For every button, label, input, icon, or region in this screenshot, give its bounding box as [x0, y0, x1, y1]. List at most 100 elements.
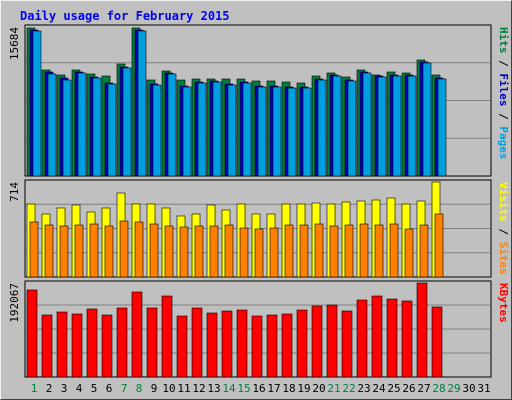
bar-sites-day-1 [29, 221, 39, 278]
bar-sites-day-10 [164, 225, 174, 278]
bar-kbytes-day-27 [416, 282, 428, 378]
bar-kbytes-day-3 [56, 311, 68, 378]
bar-pages-day-7 [122, 67, 132, 177]
panel-legend-label: Hits / Files / Pages [497, 27, 510, 160]
bar-sites-day-24 [374, 224, 384, 278]
bar-kbytes-day-18 [281, 313, 293, 378]
bar-kbytes-day-17 [266, 314, 278, 378]
bar-sites-day-13 [209, 225, 219, 278]
x-tick-day-18: 18 [282, 382, 295, 395]
legend-separator: / [497, 107, 510, 127]
bar-pages-day-5 [92, 77, 102, 177]
bar-pages-day-2 [47, 73, 57, 177]
bar-sites-day-20 [314, 223, 324, 278]
legend-pages: Pages [497, 126, 510, 159]
bar-sites-day-11 [179, 226, 189, 278]
x-tick-day-1: 1 [31, 382, 38, 395]
bar-pages-day-22 [347, 80, 357, 177]
x-tick-day-10: 10 [162, 382, 175, 395]
bar-kbytes-day-2 [41, 314, 53, 378]
bar-sites-day-3 [59, 225, 69, 278]
panel-3: 192067 KBytes [8, 280, 510, 378]
bar-sites-day-27 [419, 224, 429, 278]
bar-pages-day-4 [77, 72, 87, 177]
bar-pages-day-19 [302, 87, 312, 177]
bar-pages-day-21 [332, 75, 342, 177]
x-tick-day-3: 3 [61, 382, 68, 395]
bar-kbytes-day-7 [116, 307, 128, 378]
bar-sites-day-28 [434, 213, 444, 278]
panel-1: 15684 Hits / Files / Pages [8, 24, 510, 177]
x-tick-day-16: 16 [252, 382, 265, 395]
chart-title: Daily usage for February 2015 [20, 9, 230, 23]
bar-sites-day-19 [299, 224, 309, 278]
bar-kbytes-day-20 [311, 305, 323, 378]
bar-pages-day-12 [197, 82, 207, 177]
bar-kbytes-day-13 [206, 312, 218, 378]
bar-sites-day-23 [359, 223, 369, 278]
bar-sites-day-15 [239, 227, 249, 278]
bar-pages-day-3 [62, 79, 72, 177]
x-tick-day-19: 19 [297, 382, 310, 395]
bar-pages-day-26 [407, 75, 417, 177]
bar-sites-day-5 [89, 223, 99, 278]
bar-pages-day-16 [257, 86, 267, 177]
x-tick-day-13: 13 [207, 382, 220, 395]
x-axis-labels: 1 2 3 4 5 6 7 8 9 10 11 12 13 14 15 16 17 18 19 20 21 22 23 24 2… [31, 382, 491, 395]
bar-pages-day-20 [317, 79, 327, 177]
bar-sites-day-18 [284, 224, 294, 278]
x-tick-day-14: 14 [222, 382, 236, 395]
x-tick-day-2: 2 [46, 382, 53, 395]
x-tick-day-4: 4 [76, 382, 83, 395]
x-tick-day-9: 9 [151, 382, 158, 395]
bar-sites-day-21 [329, 225, 339, 278]
legend-hits: Hits [497, 27, 510, 54]
x-tick-day-28: 28 [432, 382, 445, 395]
x-tick-day-30: 30 [462, 382, 475, 395]
panel-legend-label: KBytes [497, 283, 510, 323]
bar-kbytes-day-22 [341, 310, 353, 378]
bar-kbytes-day-4 [71, 313, 83, 378]
bar-kbytes-day-28 [431, 306, 443, 378]
bar-sites-day-17 [269, 227, 279, 278]
bar-sites-day-2 [44, 224, 54, 278]
bar-sites-day-25 [389, 223, 399, 278]
panel-2: 714 Visits / Sites [8, 179, 510, 278]
x-tick-day-5: 5 [91, 382, 98, 395]
x-tick-day-22: 22 [342, 382, 355, 395]
bar-pages-day-1 [32, 30, 42, 177]
bar-pages-day-11 [182, 86, 192, 177]
x-tick-day-24: 24 [372, 382, 386, 395]
bar-kbytes-day-8 [131, 291, 143, 378]
bar-sites-day-9 [149, 223, 159, 278]
bar-pages-day-13 [212, 81, 222, 177]
bar-kbytes-day-12 [191, 307, 203, 378]
x-tick-day-8: 8 [136, 382, 143, 395]
x-tick-day-23: 23 [357, 382, 370, 395]
bar-pages-day-15 [242, 82, 252, 177]
bar-kbytes-day-5 [86, 308, 98, 378]
bar-pages-day-25 [392, 75, 402, 177]
bar-pages-day-17 [272, 86, 282, 177]
legend-files: Files [497, 73, 510, 106]
bar-kbytes-day-11 [176, 315, 188, 378]
bar-sites-day-7 [119, 220, 129, 278]
bar-kbytes-day-25 [386, 298, 398, 378]
legend-visits: Visits [497, 182, 510, 222]
x-tick-day-17: 17 [267, 382, 280, 395]
bar-kbytes-day-9 [146, 307, 158, 378]
bar-kbytes-day-24 [371, 295, 383, 378]
x-tick-day-12: 12 [192, 382, 205, 395]
bar-sites-day-6 [104, 225, 114, 278]
max-label-hits: 15684 [8, 27, 21, 60]
x-tick-day-26: 26 [402, 382, 415, 395]
bar-pages-day-14 [227, 84, 237, 177]
bar-sites-day-26 [404, 228, 414, 278]
bar-kbytes-day-15 [236, 309, 248, 378]
x-tick-day-25: 25 [387, 382, 400, 395]
x-tick-day-20: 20 [312, 382, 325, 395]
bar-kbytes-day-1 [26, 289, 38, 378]
bar-sites-day-22 [344, 224, 354, 278]
bar-pages-day-10 [167, 73, 177, 177]
